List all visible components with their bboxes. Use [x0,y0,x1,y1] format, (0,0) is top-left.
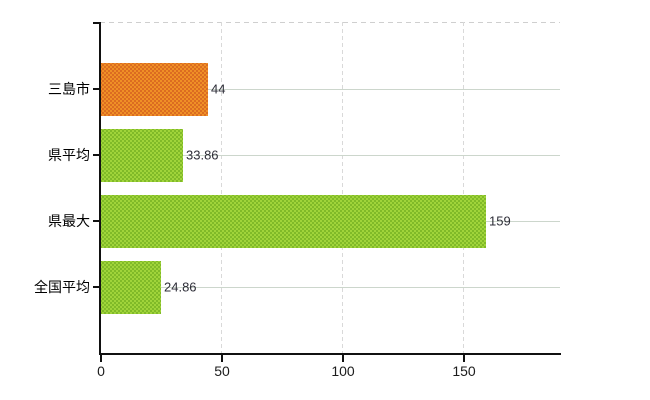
category-label-三島市: 三島市 [48,81,90,97]
x-axis-tick-label-0: 0 [97,363,105,379]
bar-県最大 [101,195,486,248]
bar-全国平均 [101,261,161,314]
x-axis-tick-label-50: 50 [214,363,230,379]
gridline-horizontal [100,89,560,90]
x-axis-tick-0 [100,355,102,362]
x-axis-tick-50 [221,355,223,362]
gridline-vertical-50 [221,22,222,354]
y-axis-tick [93,154,100,156]
x-axis-tick-label-150: 150 [452,363,476,379]
bar-value-label: 44 [211,81,226,97]
plot-area: 44 33.86 159 24.86 [100,22,560,354]
x-axis-tick-label-100: 100 [331,363,355,379]
bar-value-label: 24.86 [164,279,197,295]
y-axis-tick [93,220,100,222]
x-axis-tick-100 [342,355,344,362]
gridline-horizontal [100,287,560,288]
x-axis-line [99,353,561,355]
x-axis-tick-150 [463,355,465,362]
bar-三島市 [101,63,208,116]
y-axis-top-tick [93,22,100,24]
gridline-vertical-150 [463,22,464,354]
gridline-horizontal [100,155,560,156]
bar-value-label: 33.86 [186,147,219,163]
category-label-県最大: 県最大 [48,213,90,229]
bar-value-label: 159 [489,213,511,229]
y-axis-line [99,22,101,355]
plot-top-border [100,22,560,23]
gridline-vertical-100 [342,22,343,354]
bar-県平均 [101,129,183,182]
category-label-県平均: 県平均 [48,147,90,163]
category-label-全国平均: 全国平均 [34,279,90,295]
y-axis-tick [93,286,100,288]
y-axis-tick [93,88,100,90]
